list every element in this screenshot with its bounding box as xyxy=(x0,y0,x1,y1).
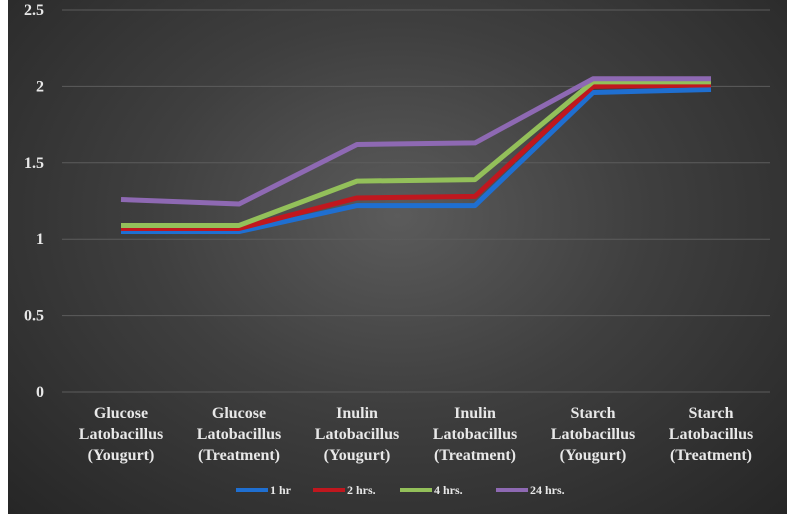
series-lines xyxy=(120,76,712,235)
x-tick-label: Inulin Latobacillus (Treatment) xyxy=(433,405,517,464)
x-tick-label: Inulin Latobacillus (Yougurt) xyxy=(315,405,399,464)
x-axis-ticks: Glucose Latobacillus (Yougurt) Glucose Latob… xyxy=(79,405,753,464)
gridlines xyxy=(62,9,770,393)
y-tick-label: 2.5 xyxy=(24,2,44,19)
x-tick-label: Starch Latobacillus (Treatment) xyxy=(669,405,753,464)
y-axis-ticks: 0 0.5 1 1.5 2 2.5 xyxy=(24,2,44,401)
y-tick-label: 1 xyxy=(36,231,44,248)
legend-label: 2 hrs. xyxy=(347,483,376,497)
series-line-2-hrs- xyxy=(121,82,712,232)
y-tick-label: 0.5 xyxy=(24,308,44,325)
y-tick-label: 0 xyxy=(36,384,44,401)
series-line-24-hrs- xyxy=(120,76,711,207)
x-tick-label: Glucose Latobacillus (Treatment) xyxy=(197,405,281,464)
series-line-4-hrs- xyxy=(121,79,711,228)
y-tick-label: 2 xyxy=(36,78,44,95)
x-tick-label: Starch Latobacillus (Yougurt) xyxy=(551,405,635,464)
legend: 1 hr 2 hrs. 4 hrs. 24 hrs. xyxy=(236,483,565,497)
legend-label: 1 hr xyxy=(270,483,292,497)
y-tick-label: 1.5 xyxy=(24,155,44,172)
legend-label: 24 hrs. xyxy=(530,483,565,497)
x-tick-label: Glucose Latobacillus (Yougurt) xyxy=(79,405,163,464)
legend-label: 4 hrs. xyxy=(434,483,463,497)
series-line-1-hr xyxy=(121,86,712,235)
